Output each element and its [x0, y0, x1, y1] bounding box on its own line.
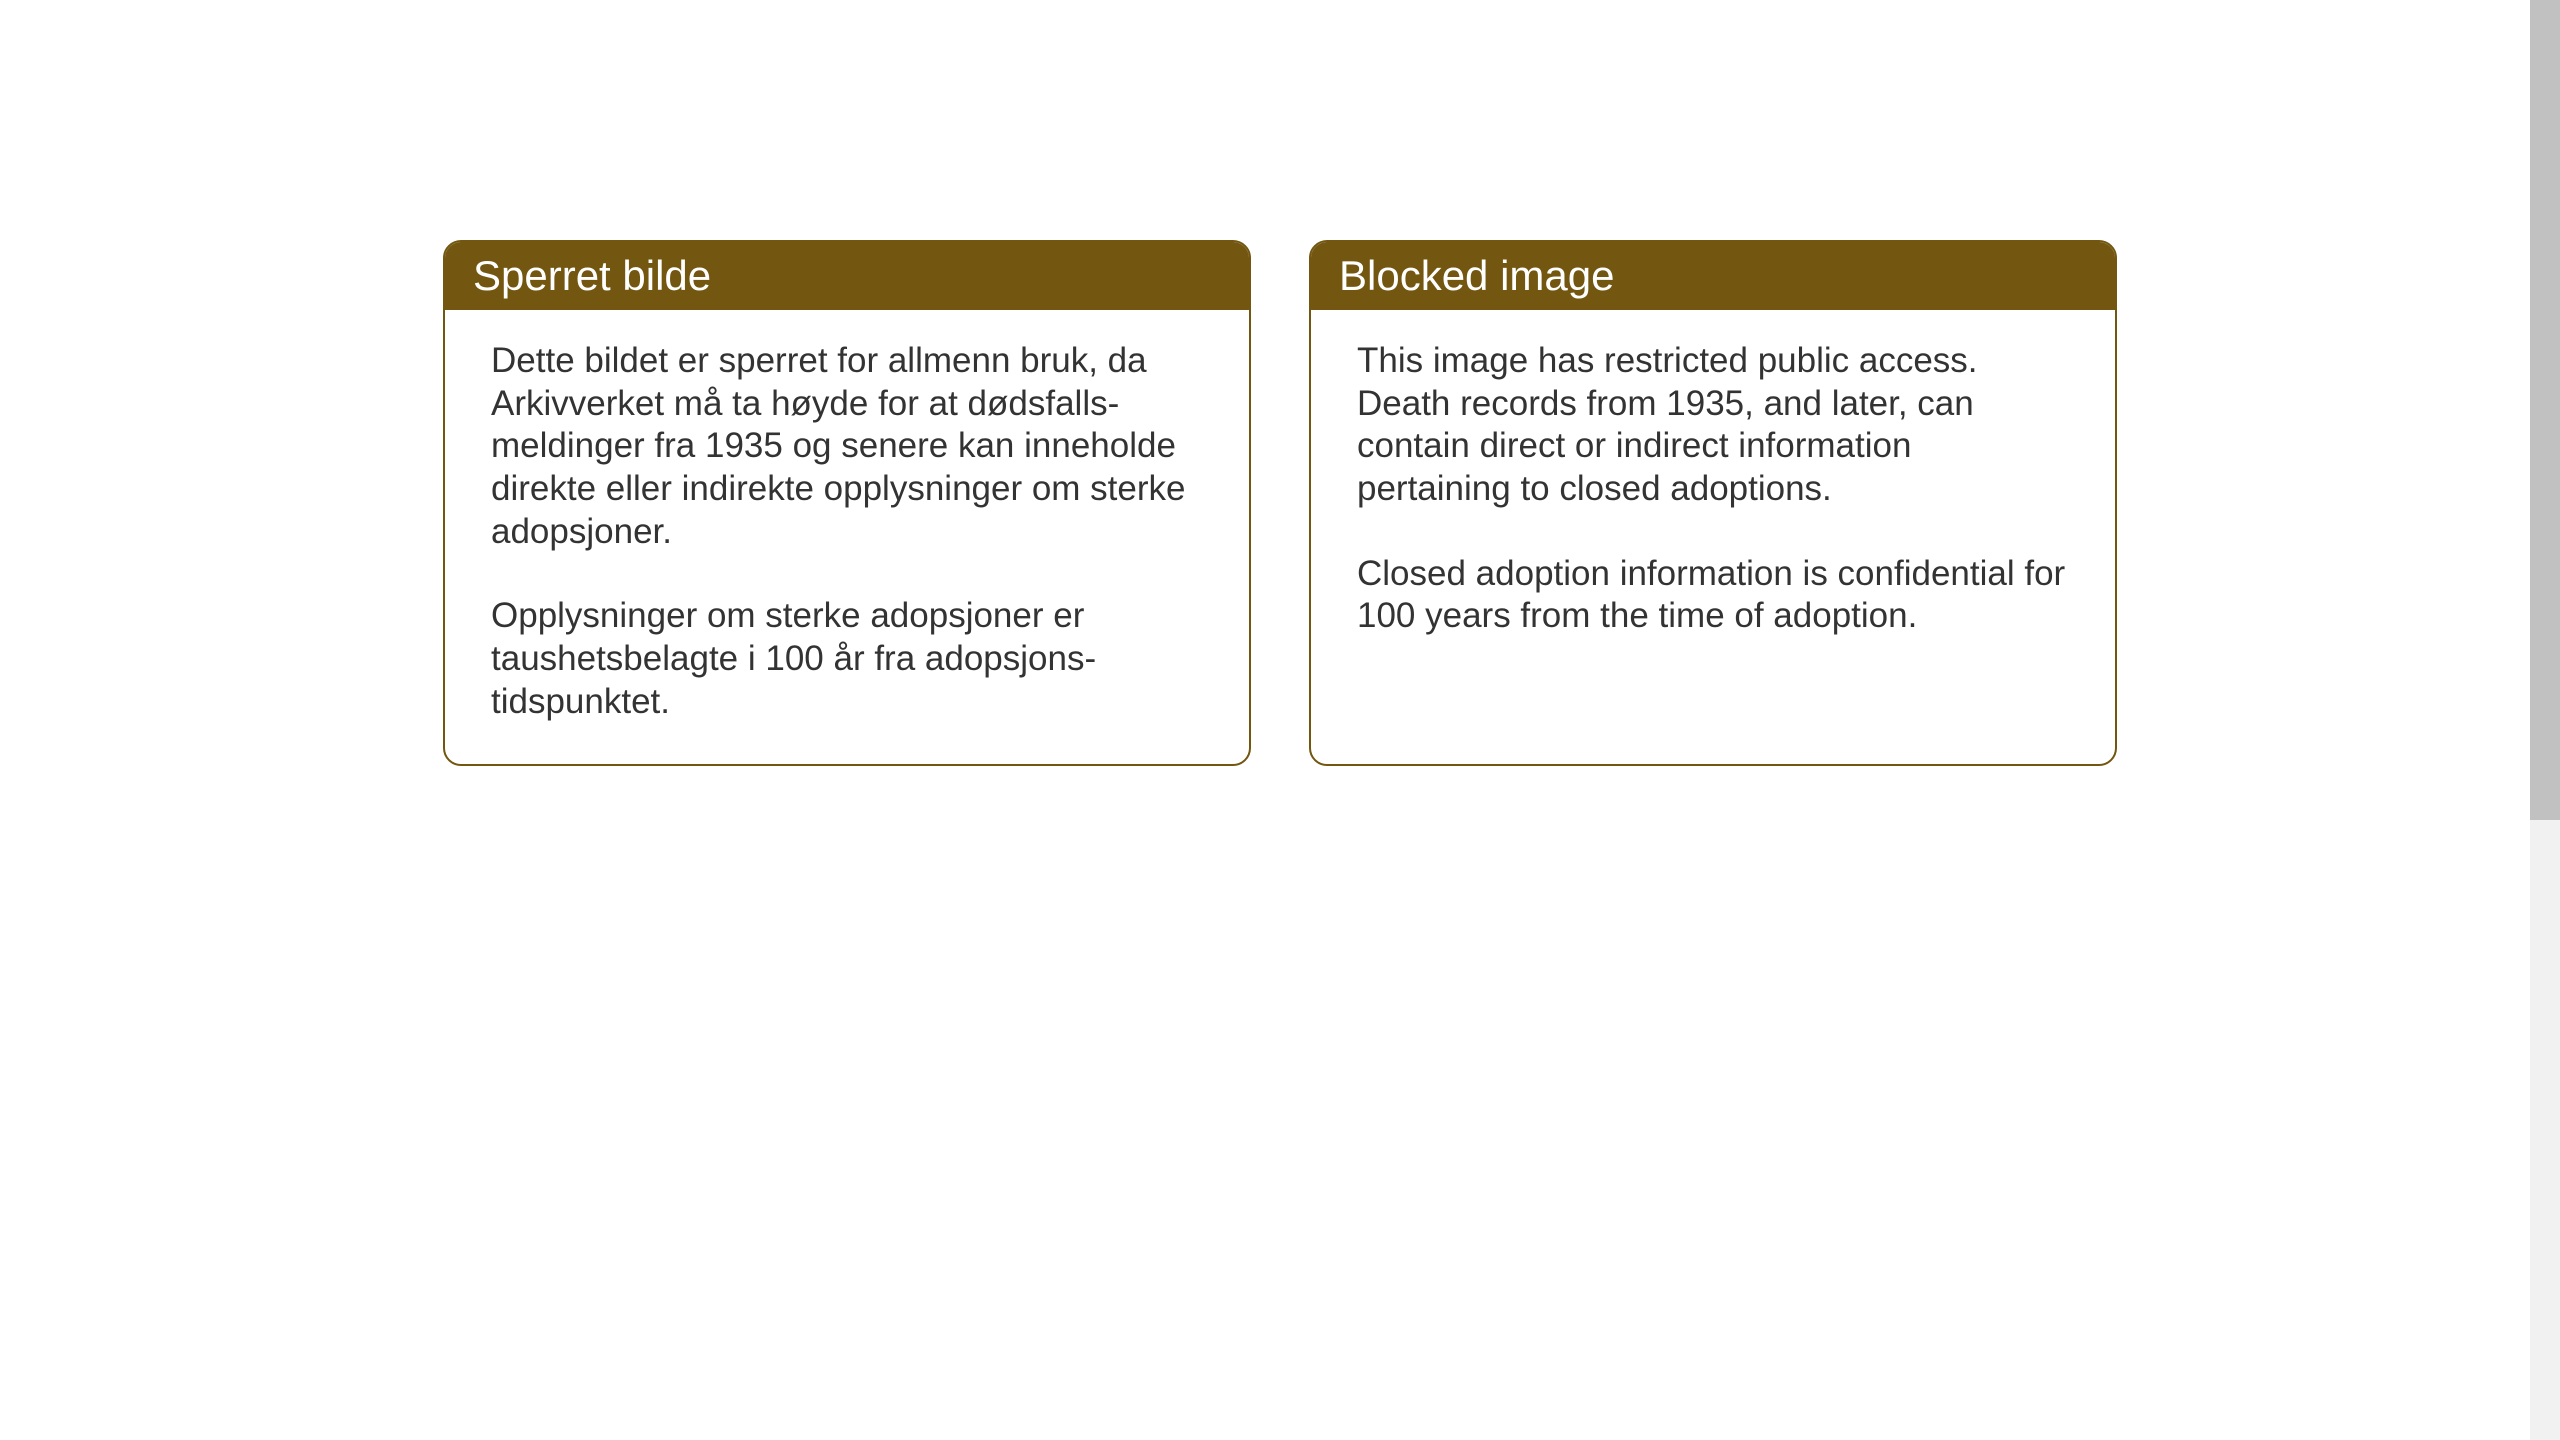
norwegian-paragraph-2: Opplysninger om sterke adopsjoner er tau… — [491, 595, 1203, 723]
norwegian-notice-card: Sperret bilde Dette bildet er sperret fo… — [443, 240, 1251, 766]
norwegian-card-body: Dette bildet er sperret for allmenn bruk… — [445, 310, 1249, 764]
english-card-body: This image has restricted public access.… — [1311, 310, 2115, 678]
notice-cards-container: Sperret bilde Dette bildet er sperret fo… — [443, 240, 2117, 766]
english-card-title: Blocked image — [1311, 242, 2115, 310]
vertical-scrollbar-thumb[interactable] — [2530, 0, 2560, 820]
norwegian-card-title: Sperret bilde — [445, 242, 1249, 310]
norwegian-paragraph-1: Dette bildet er sperret for allmenn bruk… — [491, 340, 1203, 553]
english-paragraph-2: Closed adoption information is confident… — [1357, 553, 2069, 638]
english-notice-card: Blocked image This image has restricted … — [1309, 240, 2117, 766]
vertical-scrollbar-track[interactable] — [2530, 0, 2560, 1440]
english-paragraph-1: This image has restricted public access.… — [1357, 340, 2069, 511]
